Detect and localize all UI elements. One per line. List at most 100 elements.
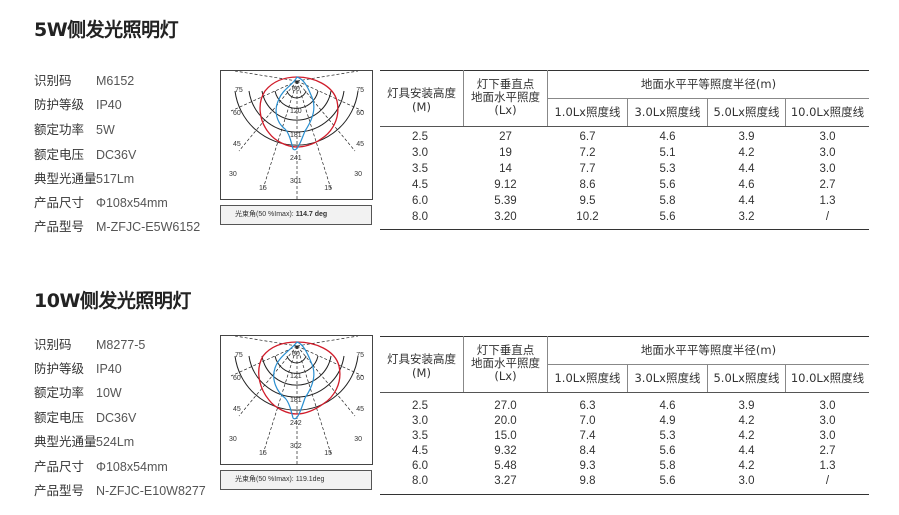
spec-label: 防护等级 <box>34 361 85 376</box>
cell: 8.0 <box>412 211 428 223</box>
table-row: 6.0 5.48 9.3 5.8 4.2 1.3 <box>380 460 869 476</box>
spec-value: Φ108x54mm <box>96 460 168 474</box>
spec-value: M6152 <box>96 74 135 88</box>
spec-label: 典型光通量 <box>34 434 97 449</box>
cell: 5.6 <box>659 445 676 457</box>
spec-value: N-ZFJC-E10W8277 <box>96 484 206 498</box>
spec-value: M-ZFJC-E5W6152 <box>96 220 201 234</box>
angle-label: 15 <box>324 185 332 192</box>
ring-label: 60 <box>292 351 300 358</box>
col-divider <box>547 336 548 392</box>
header-5lx: 5.0Lx照度线 <box>713 371 780 385</box>
spec-value: DC36V <box>96 148 137 162</box>
angle-label: 60 <box>356 110 364 117</box>
angle-label: 45 <box>233 406 241 413</box>
cell: 1.3 <box>819 195 836 207</box>
cell: 5.3 <box>659 430 676 442</box>
cell: 4.4 <box>738 445 755 457</box>
cell: 7.0 <box>579 415 596 427</box>
spec-row: 额定功率 10W <box>34 382 122 401</box>
table-bottom-rule <box>380 229 869 230</box>
spec-row: 额定电压 DC36V <box>34 407 136 426</box>
angle-label: 45 <box>233 141 241 148</box>
light-distribution-diagram-5w: 75 60 45 30 15 75 60 45 30 15 60 120 181… <box>220 70 373 230</box>
spec-label: 识别码 <box>34 73 72 88</box>
cell: 5.6 <box>659 179 676 191</box>
header-3lx: 3.0Lx照度线 <box>634 105 701 119</box>
cell: 5.8 <box>659 195 676 207</box>
spec-row: 识别码 M6152 <box>34 70 134 89</box>
cell: 8.4 <box>579 445 596 457</box>
cell: 3.0 <box>819 415 836 427</box>
cell: 3.0 <box>819 430 836 442</box>
cell: 5.1 <box>659 147 676 159</box>
spec-row: 额定功率 5W <box>34 119 115 138</box>
cell: 5.8 <box>659 460 676 472</box>
cell: 7.2 <box>579 147 596 159</box>
spec-value: Φ108x54mm <box>96 196 168 210</box>
angle-label: 60 <box>233 375 241 382</box>
ring-label: 60 <box>292 86 300 93</box>
light-distribution-diagram-10w: 75 60 45 30 15 75 60 45 30 15 60 121 181… <box>220 335 373 495</box>
spec-value: 10W <box>96 386 122 400</box>
cell: 14 <box>499 163 512 175</box>
cell: 4.4 <box>738 163 755 175</box>
angle-label: 75 <box>235 352 243 359</box>
table-row: 2.5 27 6.7 4.6 3.9 3.0 <box>380 131 869 147</box>
cell: 2.7 <box>819 179 836 191</box>
col-divider <box>785 98 786 126</box>
angle-label: 45 <box>356 141 364 148</box>
cell: 3.0 <box>819 147 836 159</box>
cell: 3.0 <box>412 415 428 427</box>
cell: 5.48 <box>494 460 517 472</box>
header-10lx: 10.0Lx照度线 <box>790 371 865 385</box>
spec-row: 产品尺寸 Φ108x54mm <box>34 456 168 475</box>
spec-value: M8277-5 <box>96 338 146 352</box>
cell: 2.7 <box>819 445 836 457</box>
group-divider <box>547 98 869 99</box>
spec-label: 额定电压 <box>34 410 85 425</box>
header-3lx: 3.0Lx照度线 <box>634 371 701 385</box>
cell: 5.6 <box>659 475 676 487</box>
spec-label: 额定功率 <box>34 122 85 137</box>
beam-angle-label: 光束角(50 %Imax): <box>235 211 294 218</box>
col-divider <box>547 70 548 126</box>
beam-angle-box: 光束角(50 %Imax): 119.1deg <box>220 470 372 490</box>
table-top-rule <box>380 336 869 337</box>
cell: / <box>825 211 830 223</box>
spec-row: 典型光通量517Lm <box>34 168 134 187</box>
spec-label: 识别码 <box>34 337 72 352</box>
section-title-5w: 5W侧发光照明灯 <box>34 19 179 41</box>
table-top-rule <box>380 70 869 71</box>
cell: 3.27 <box>494 475 517 487</box>
group-divider <box>547 364 869 365</box>
illuminance-table-5w: 灯具安装高度 (M) 灯下垂直点 地面水平照度 (Lx) 地面水平平等照度半径(… <box>380 70 869 230</box>
cell: 9.12 <box>494 179 517 191</box>
cell: 5.39 <box>494 195 517 207</box>
spec-row: 产品尺寸 Φ108x54mm <box>34 192 168 211</box>
cell: 6.7 <box>579 131 596 143</box>
cell: 10.2 <box>576 211 599 223</box>
angle-label: 75 <box>356 87 364 94</box>
cell: 4.2 <box>738 147 755 159</box>
cell: 19 <box>499 147 512 159</box>
header-5lx: 5.0Lx照度线 <box>713 105 780 119</box>
col-divider <box>463 336 464 392</box>
ring-label: 241 <box>290 155 302 162</box>
cell: 4.9 <box>659 415 676 427</box>
cell: 4.6 <box>659 400 676 412</box>
cell: 9.3 <box>579 460 596 472</box>
angle-label: 30 <box>354 171 362 178</box>
cell: 3.0 <box>819 131 836 143</box>
table-row: 3.0 20.0 7.0 4.9 4.2 3.0 <box>380 415 869 431</box>
angle-label: 30 <box>229 171 237 178</box>
cell: 9.5 <box>579 195 596 207</box>
cell: 2.5 <box>412 400 428 412</box>
cell: 6.3 <box>579 400 596 412</box>
spec-label: 产品尺寸 <box>34 459 85 474</box>
spec-value: IP40 <box>96 362 122 376</box>
cell: 20.0 <box>494 415 517 427</box>
beam-angle-value: 119.1deg <box>295 476 325 483</box>
spec-row: 防护等级 IP40 <box>34 358 122 377</box>
cell: 6.0 <box>412 195 428 207</box>
